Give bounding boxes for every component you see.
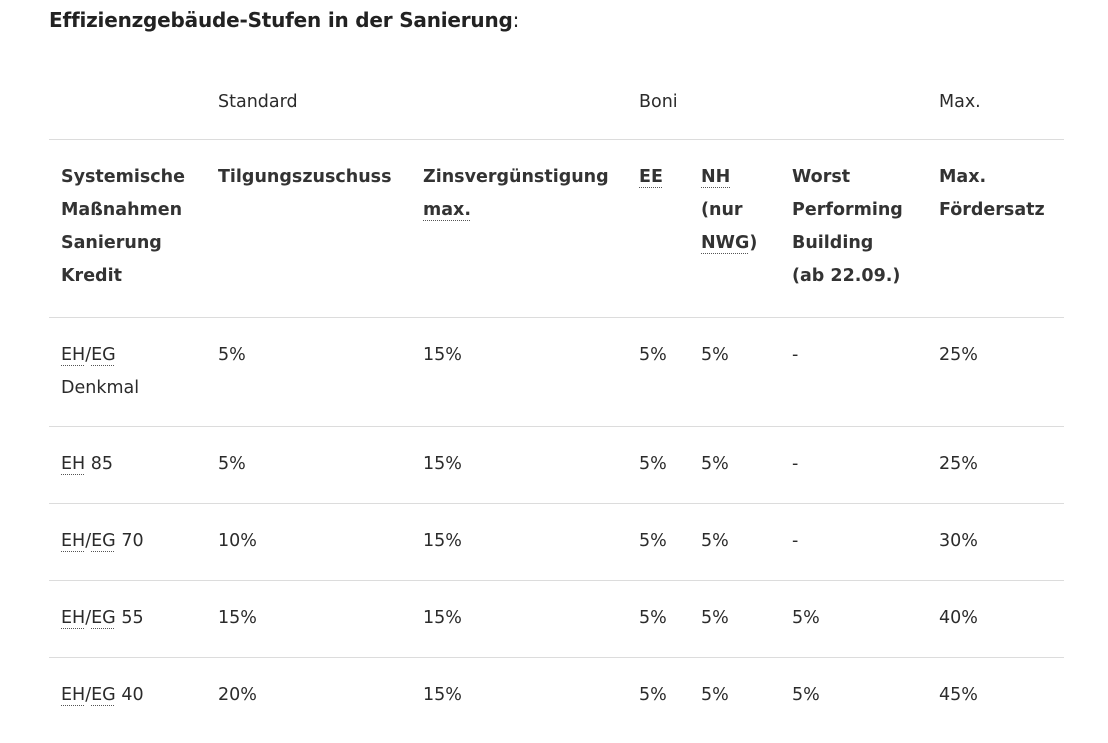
- group-header-max: Max.: [927, 66, 1064, 140]
- abbr-eh[interactable]: EH: [61, 684, 86, 705]
- column-header-max-line: Max.: [939, 166, 987, 187]
- cell-nh: 5%: [701, 684, 729, 705]
- cell-max-foerdersatz: 25%: [927, 317, 1064, 427]
- column-header-tilgungszuschuss: Tilgungszuschuss: [206, 139, 411, 318]
- column-header-row: Systemische Maßnahmen Sanierung Kredit T…: [49, 139, 1064, 318]
- cell-max-foerdersatz: 40%: [927, 580, 1064, 658]
- cell-max-foerdersatz: 25%: [927, 426, 1064, 504]
- column-header-wpb-line: Worst: [792, 166, 851, 187]
- abbr-eg[interactable]: EG: [91, 344, 116, 365]
- cell-tilgungszuschuss: 15%: [206, 580, 411, 658]
- abbr-ee[interactable]: EE: [639, 166, 663, 187]
- abbr-eg[interactable]: EG: [91, 607, 116, 628]
- cell-tilgungszuschuss: 20%: [218, 684, 257, 705]
- column-header-max-foerdersatz: Max. Fördersatz: [927, 139, 1064, 318]
- cell-nh: 5%: [689, 580, 780, 658]
- table-row: EH/EG Denkmal 5% 15% 5% 5% - 25%: [49, 317, 1064, 427]
- group-header-boni: Boni: [627, 66, 927, 140]
- column-header-wpb-line: Performing: [792, 199, 903, 220]
- group-header-standard: Standard: [206, 66, 627, 140]
- label-separator: /: [85, 530, 92, 551]
- cell-tilgungszuschuss: 5%: [206, 317, 411, 427]
- column-header-measures-line: Sanierung: [61, 232, 162, 253]
- column-header-max-line: Fördersatz: [939, 199, 1045, 220]
- group-header-row: Standard Boni Max.: [49, 66, 1064, 140]
- title-text: Effizienzgebäude-Stufen in der Sanierung: [49, 8, 513, 32]
- label-suffix: 70: [115, 530, 144, 551]
- column-header-measures-line: Maßnahmen: [61, 199, 183, 220]
- label-separator: /: [85, 607, 92, 628]
- column-header-ee: EE: [627, 139, 689, 318]
- column-header-zins-line: Zinsvergünstigung: [423, 166, 609, 187]
- cell-zinsverguenstigung: 15%: [423, 684, 462, 705]
- cell-ee: 5%: [627, 317, 689, 427]
- label-separator: /: [85, 344, 92, 365]
- cell-ee: 5%: [627, 580, 689, 658]
- abbr-nh[interactable]: NH: [701, 166, 731, 187]
- column-header-measures-line: Systemische: [61, 166, 186, 187]
- column-header-wpb-line: Building: [792, 232, 874, 253]
- label-suffix: 85: [85, 453, 114, 474]
- row-label: EH/EG Denkmal: [49, 317, 206, 427]
- cell-ee: 5%: [627, 426, 689, 504]
- column-header-nh-paren: ): [749, 232, 758, 253]
- label-separator: /: [85, 684, 92, 705]
- cell-ee: 5%: [627, 503, 689, 581]
- cell-nh: 5%: [689, 426, 780, 504]
- cell-worst-performing: -: [780, 317, 927, 427]
- cell-worst-performing: 5%: [792, 684, 820, 705]
- column-header-nh-line: (nur: [701, 199, 743, 220]
- row-label: EH 85: [49, 426, 206, 504]
- group-header-empty: [49, 66, 206, 140]
- column-header-nh: NH (nur NWG): [689, 139, 780, 318]
- cell-worst-performing: -: [780, 426, 927, 504]
- table-row: EH/EG 55 15% 15% 5% 5% 5% 40%: [49, 580, 1064, 658]
- abbr-nwg[interactable]: NWG: [701, 232, 750, 253]
- cell-worst-performing: 5%: [780, 580, 927, 658]
- cell-zinsverguenstigung: 15%: [411, 426, 627, 504]
- abbr-eg[interactable]: EG: [91, 684, 116, 705]
- abbr-eh[interactable]: EH: [61, 344, 86, 365]
- column-header-worst-performing: Worst Performing Building (ab 22.09.): [780, 139, 927, 318]
- abbr-eg[interactable]: EG: [91, 530, 116, 551]
- cell-zinsverguenstigung: 15%: [411, 317, 627, 427]
- column-header-measures: Systemische Maßnahmen Sanierung Kredit: [49, 139, 206, 318]
- table-row: EH/EG 40 20% 15% 5% 5% 5% 45%: [49, 657, 1064, 734]
- row-label: EH/EG 70: [49, 503, 206, 581]
- cell-tilgungszuschuss: 5%: [206, 426, 411, 504]
- cell-ee: 5%: [639, 684, 667, 705]
- column-header-zinsverguenstigung: Zinsvergünstigung max.: [411, 139, 627, 318]
- abbr-max[interactable]: max.: [423, 199, 471, 220]
- table-row: EH/EG 70 10% 15% 5% 5% - 30%: [49, 503, 1064, 581]
- cell-nh: 5%: [689, 317, 780, 427]
- cell-zinsverguenstigung: 15%: [411, 503, 627, 581]
- label-suffix: 40: [115, 684, 144, 705]
- label-suffix: Denkmal: [61, 377, 140, 398]
- abbr-eh[interactable]: EH: [61, 607, 86, 628]
- cell-worst-performing: -: [780, 503, 927, 581]
- column-header-measures-line: Kredit: [61, 265, 122, 286]
- column-header-wpb-line: (ab 22.09.): [792, 265, 901, 286]
- cell-nh: 5%: [689, 503, 780, 581]
- row-label: EH/EG 40: [49, 657, 206, 734]
- label-suffix: 55: [115, 607, 144, 628]
- abbr-eh[interactable]: EH: [61, 453, 86, 474]
- title-colon: :: [512, 8, 520, 32]
- page-title: Effizienzgebäude-Stufen in der Sanierung…: [49, 8, 519, 32]
- cell-max-foerdersatz: 30%: [927, 503, 1064, 581]
- table-row: EH 85 5% 15% 5% 5% - 25%: [49, 426, 1064, 504]
- abbr-eh[interactable]: EH: [61, 530, 86, 551]
- cell-max-foerdersatz: 45%: [939, 684, 978, 705]
- cell-tilgungszuschuss: 10%: [206, 503, 411, 581]
- efficiency-levels-table: Standard Boni Max. Systemische Maßnahmen…: [49, 66, 1064, 734]
- row-label: EH/EG 55: [49, 580, 206, 658]
- cell-zinsverguenstigung: 15%: [411, 580, 627, 658]
